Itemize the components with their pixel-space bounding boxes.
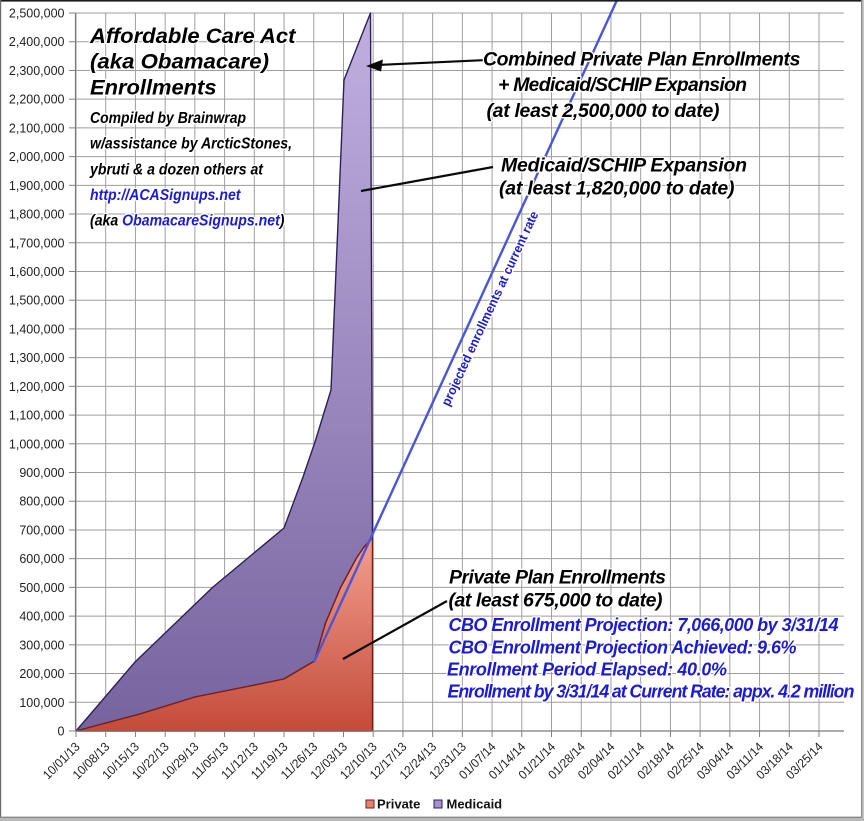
svg-text:200,000: 200,000	[19, 667, 64, 681]
svg-text:700,000: 700,000	[19, 523, 64, 537]
svg-text:0: 0	[58, 725, 65, 739]
svg-text:2,200,000: 2,200,000	[9, 93, 65, 107]
svg-text:1,200,000: 1,200,000	[9, 380, 65, 394]
svg-text:1,500,000: 1,500,000	[9, 294, 65, 308]
svg-text:800,000: 800,000	[19, 495, 64, 509]
svg-text:Private: Private	[377, 797, 420, 812]
svg-text:1,700,000: 1,700,000	[9, 236, 65, 250]
svg-text:900,000: 900,000	[19, 466, 64, 480]
svg-text:400,000: 400,000	[19, 610, 64, 624]
svg-text:1,300,000: 1,300,000	[9, 351, 65, 365]
svg-text:2,400,000: 2,400,000	[9, 35, 65, 49]
svg-text:300,000: 300,000	[19, 638, 64, 652]
svg-text:Private Plan Enrollments: Private Plan Enrollments	[449, 567, 666, 589]
svg-text:1,800,000: 1,800,000	[9, 208, 65, 222]
svg-text:Enrollment Period Elapsed: 40.: Enrollment Period Elapsed: 40.0%	[447, 660, 727, 680]
svg-text:w/assistance by ArcticStones,: w/assistance by ArcticStones,	[90, 136, 292, 153]
svg-text:(aka ObamacareSignups.net): (aka ObamacareSignups.net)	[90, 213, 284, 230]
svg-text:(at least 2,500,000 to date): (at least 2,500,000 to date)	[487, 100, 720, 122]
svg-text:1,000,000: 1,000,000	[9, 437, 65, 451]
svg-text:Enrollment by 3/31/14 at Curre: Enrollment by 3/31/14 at Current Rate: a…	[448, 682, 855, 702]
svg-text:Medicaid: Medicaid	[447, 797, 503, 812]
svg-text:Compiled by Brainwrap: Compiled by Brainwrap	[90, 110, 246, 127]
svg-text:+ Medicaid/SCHIP Expansion: + Medicaid/SCHIP Expansion	[498, 74, 747, 96]
svg-text:CBO Enrollment Projection: 7,0: CBO Enrollment Projection: 7,066,000 by …	[449, 615, 839, 635]
svg-text:Enrollments: Enrollments	[90, 76, 217, 99]
svg-text:(at least 675,000 to date): (at least 675,000 to date)	[449, 590, 663, 612]
svg-text:(aka Obamacare): (aka Obamacare)	[90, 51, 269, 74]
svg-text:Combined Private Plan Enrollme: Combined Private Plan Enrollments	[483, 49, 801, 71]
svg-text:1,100,000: 1,100,000	[9, 409, 65, 423]
svg-text:(at least 1,820,000 to date): (at least 1,820,000 to date)	[499, 178, 735, 200]
svg-text:1,400,000: 1,400,000	[9, 322, 65, 336]
svg-text:http://ACASignups.net: http://ACASignups.net	[90, 187, 241, 204]
svg-text:2,300,000: 2,300,000	[9, 64, 65, 78]
svg-text:100,000: 100,000	[19, 696, 64, 710]
svg-text:500,000: 500,000	[19, 581, 64, 595]
svg-text:Affordable Care Act: Affordable Care Act	[89, 25, 297, 48]
svg-text:2,500,000: 2,500,000	[9, 7, 65, 21]
svg-text:CBO Enrollment Projection Achi: CBO Enrollment Projection Achieved: 9.6%	[449, 638, 797, 658]
svg-text:600,000: 600,000	[19, 552, 64, 566]
svg-text:ybruti & a dozen others at: ybruti & a dozen others at	[89, 161, 264, 178]
svg-text:1,600,000: 1,600,000	[9, 265, 65, 279]
svg-text:1,900,000: 1,900,000	[9, 179, 65, 193]
svg-text:2,100,000: 2,100,000	[9, 121, 65, 135]
svg-text:2,000,000: 2,000,000	[9, 150, 65, 164]
svg-text:Medicaid/SCHIP Expansion: Medicaid/SCHIP Expansion	[501, 155, 747, 177]
